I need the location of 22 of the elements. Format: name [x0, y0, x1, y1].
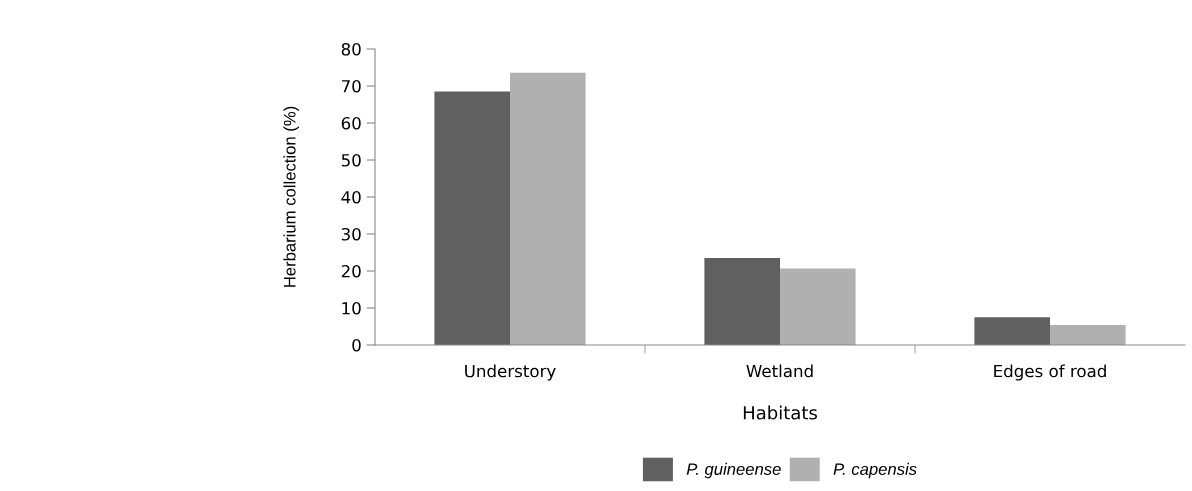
legend-label: P. guineense: [686, 462, 781, 479]
bar: [510, 72, 586, 345]
bar: [780, 268, 856, 345]
x-tick-label: Edges of road: [994, 364, 1106, 381]
y-tick-label: 70: [341, 79, 361, 93]
y-tick-label: 30: [341, 227, 361, 241]
y-tick-label: 40: [341, 190, 361, 204]
bar: [704, 258, 780, 345]
y-tick-label: 80: [341, 42, 361, 56]
bar: [434, 91, 510, 345]
x-tick-label: Wetland: [746, 364, 813, 378]
y-tick-label: 10: [342, 301, 361, 315]
y-tick-label: 0: [352, 338, 361, 352]
y-tick-label: 50: [341, 153, 361, 167]
bar: [1050, 325, 1126, 345]
bar: [974, 317, 1050, 345]
y-axis-title: Herbarium collection (%): [283, 106, 299, 287]
y-tick-label: 20: [341, 264, 361, 278]
x-tick-label: Understory: [465, 364, 556, 381]
legend-label: P. capensis: [833, 462, 917, 479]
x-axis-title: Habitats: [743, 405, 817, 420]
y-tick-label: 60: [341, 116, 361, 130]
